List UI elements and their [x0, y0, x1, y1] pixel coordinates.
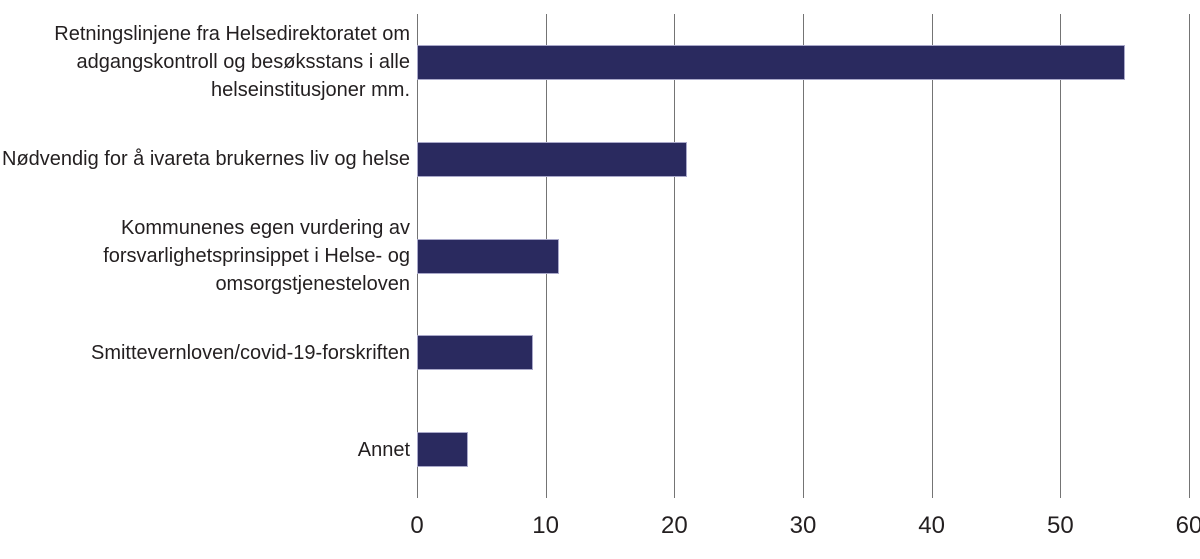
- category-label-line: Retningslinjene fra Helsedirektoratet om: [54, 23, 410, 46]
- bar-2: [417, 238, 559, 274]
- category-label-4: Annet: [0, 401, 410, 498]
- category-label-line: forsvarlighetsprinsippet i Helse- og: [103, 244, 410, 267]
- x-axis-tick-label-60: 60: [1175, 512, 1200, 539]
- category-label-line: adgangskontroll og besøksstans i alle: [76, 51, 410, 74]
- plot-area: [417, 14, 1190, 498]
- bar-4: [417, 432, 469, 468]
- x-axis-tick-label-40: 40: [918, 512, 946, 539]
- x-axis-tick-label-30: 30: [789, 512, 817, 539]
- x-axis-tick-label-10: 10: [532, 512, 560, 539]
- category-label-line: Nødvendig for å ivareta brukernes liv og…: [2, 148, 410, 171]
- gridline-x-50: [1060, 14, 1062, 498]
- gridline-x-20: [674, 14, 676, 498]
- gridline-x-40: [931, 14, 933, 498]
- category-label-3: Smittevernloven/covid-19-forskriften: [0, 304, 410, 401]
- x-axis-tick-label-20: 20: [660, 512, 688, 539]
- bar-3: [417, 335, 533, 371]
- bar-0: [417, 44, 1125, 80]
- x-axis-tick-labels: 0 10 20 30 40 50 60: [410, 510, 1200, 542]
- category-label-line: Kommunenes egen vurdering av: [120, 216, 410, 239]
- category-label-1: Nødvendig for å ivareta brukernes liv og…: [0, 111, 410, 208]
- category-label-line: helseinstitusjoner mm.: [211, 79, 410, 102]
- category-label-line: Smittevernloven/covid-19-forskriften: [90, 341, 410, 364]
- y-axis-category-labels: Retningslinjene fra Helsedirektoratet om…: [0, 14, 410, 498]
- gridline-x-30: [803, 14, 804, 498]
- category-label-0: Retningslinjene fra Helsedirektoratet om…: [0, 14, 410, 111]
- category-label-2: Kommunenes egen vurdering av forsvarlighe…: [0, 208, 410, 305]
- bar-1: [417, 141, 688, 177]
- gridline-x-60: [1189, 14, 1190, 498]
- category-label-line: Annet: [357, 438, 410, 461]
- category-label-line: omsorgstjenesteloven: [215, 272, 410, 295]
- x-axis-tick-label-50: 50: [1046, 512, 1074, 539]
- x-axis-tick-label-0: 0: [410, 512, 424, 539]
